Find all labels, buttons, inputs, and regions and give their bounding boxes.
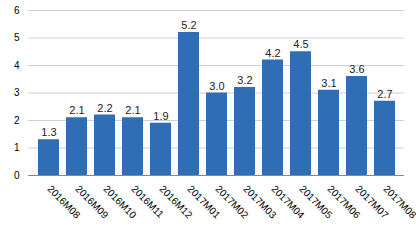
svg-text:2016M11: 2016M11 <box>129 183 167 220</box>
svg-text:2016M08: 2016M08 <box>45 183 83 221</box>
svg-text:2017M04: 2017M04 <box>269 183 307 221</box>
svg-text:2.1: 2.1 <box>69 104 84 116</box>
svg-text:2016M09: 2016M09 <box>73 183 111 221</box>
svg-text:1.9: 1.9 <box>153 110 168 122</box>
svg-text:2017M03: 2017M03 <box>241 183 279 221</box>
svg-text:2016M12: 2016M12 <box>157 183 195 221</box>
svg-text:2.2: 2.2 <box>97 102 112 114</box>
svg-text:3: 3 <box>14 87 20 98</box>
svg-text:5.2: 5.2 <box>181 19 196 31</box>
svg-text:1.3: 1.3 <box>41 126 56 138</box>
svg-text:2017M07: 2017M07 <box>353 183 391 221</box>
svg-text:2017M08: 2017M08 <box>381 183 416 221</box>
svg-text:2017M06: 2017M06 <box>325 183 363 221</box>
svg-text:2.1: 2.1 <box>125 104 140 116</box>
svg-text:4.5: 4.5 <box>293 38 308 50</box>
svg-text:3.2: 3.2 <box>237 74 252 86</box>
svg-text:5: 5 <box>14 32 20 43</box>
svg-text:2017M05: 2017M05 <box>297 183 335 221</box>
svg-text:3.6: 3.6 <box>349 63 364 75</box>
svg-text:2017M02: 2017M02 <box>213 183 251 221</box>
svg-text:4.2: 4.2 <box>265 47 280 59</box>
svg-text:1: 1 <box>14 142 20 153</box>
svg-text:2016M10: 2016M10 <box>101 183 139 221</box>
svg-text:3.0: 3.0 <box>209 80 224 92</box>
svg-text:2.7: 2.7 <box>377 88 392 100</box>
svg-text:4: 4 <box>14 60 20 71</box>
svg-text:2017M01: 2017M01 <box>185 183 223 221</box>
svg-text:0: 0 <box>14 170 20 181</box>
svg-text:2: 2 <box>14 115 20 126</box>
svg-text:6: 6 <box>14 5 20 16</box>
svg-text:3.1: 3.1 <box>321 77 336 89</box>
